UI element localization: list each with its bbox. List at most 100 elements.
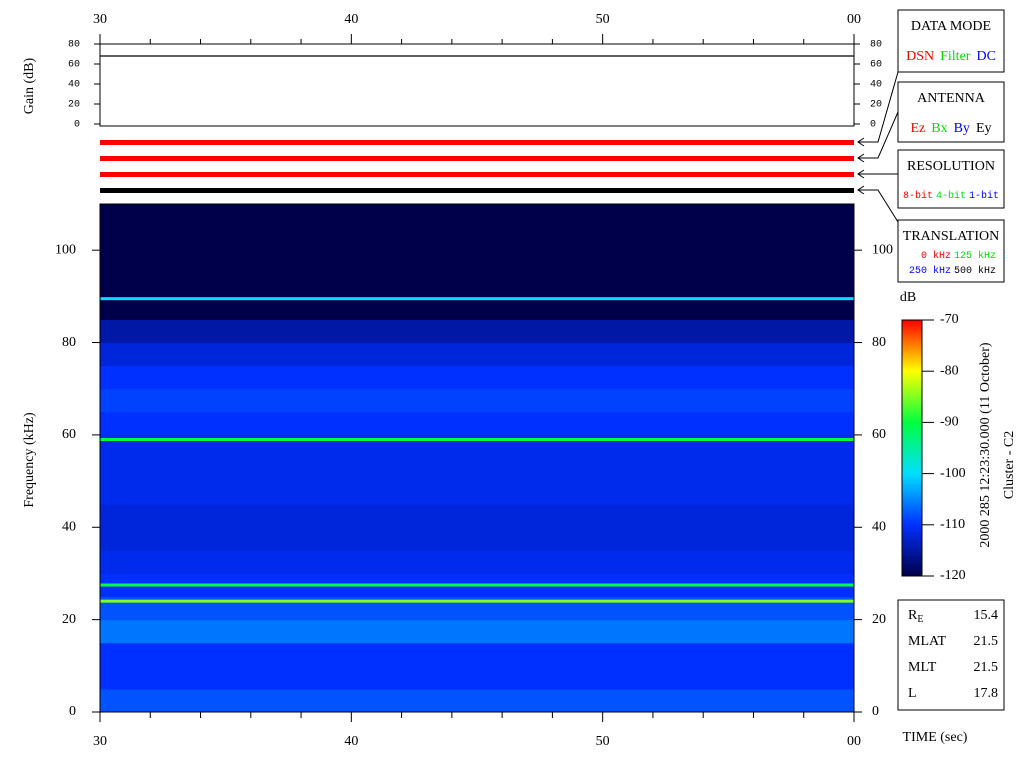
spectrogram-cell bbox=[100, 319, 854, 344]
tone-line bbox=[100, 438, 854, 442]
y-tick-label: 80 bbox=[62, 335, 76, 350]
side-annotation: Cluster - C2 bbox=[1002, 431, 1017, 499]
spectrogram-cell bbox=[100, 665, 854, 690]
x-tick-label: 00 bbox=[847, 12, 861, 27]
y-tick-label: 0 bbox=[69, 704, 76, 719]
spectrogram-cell bbox=[100, 619, 854, 644]
legend-item: By bbox=[954, 121, 970, 136]
legend-item: 0 kHz bbox=[921, 250, 951, 262]
legend-item: 4-bit bbox=[936, 190, 966, 202]
info-value: 15.4 bbox=[974, 608, 999, 623]
x-tick-label: 30 bbox=[93, 734, 107, 749]
info-label: L bbox=[908, 686, 917, 701]
spectrogram-cell bbox=[100, 642, 854, 667]
info-label-text: MLT bbox=[908, 660, 937, 675]
colorbar-tick-label: -100 bbox=[940, 466, 966, 481]
spectrogram-cell bbox=[100, 504, 854, 528]
y-tick-label: 100 bbox=[55, 242, 76, 257]
connector bbox=[858, 71, 899, 143]
legend-item: 250 kHz bbox=[909, 265, 951, 277]
info-label: MLAT bbox=[908, 634, 947, 649]
legend-item: Filter bbox=[940, 49, 971, 64]
x-tick-label: 50 bbox=[596, 12, 610, 27]
spectrogram-cell bbox=[100, 365, 854, 390]
y-tick-label: 100 bbox=[872, 242, 893, 257]
y-tick-label: 80 bbox=[68, 40, 80, 51]
legend-box bbox=[897, 9, 1005, 73]
info-label-text: L bbox=[908, 686, 917, 701]
colorbar-title: dB bbox=[900, 290, 916, 305]
y-axis-title: Frequency (kHz) bbox=[22, 412, 37, 508]
spectrogram-cell bbox=[100, 342, 854, 367]
legend-item: 125 kHz bbox=[954, 250, 996, 262]
colorbar-tick-label: -120 bbox=[940, 568, 966, 583]
arrowhead bbox=[857, 185, 865, 195]
side-annotation: 2000 285 12:23:30.000 (11 October) bbox=[978, 342, 993, 548]
legend-item: Ez bbox=[910, 121, 925, 136]
legend-row: 250 kHz 500 kHz bbox=[909, 265, 996, 277]
spectrogram-cell bbox=[100, 458, 854, 482]
status-bar bbox=[100, 156, 854, 161]
legend-title: TRANSLATION bbox=[903, 229, 999, 244]
arrowhead bbox=[857, 169, 865, 179]
y-tick-label: 80 bbox=[872, 335, 886, 350]
status-bar bbox=[100, 172, 854, 177]
tone-line bbox=[100, 583, 854, 587]
connector bbox=[858, 189, 899, 223]
legend-row: 8-bit 4-bit 1-bit bbox=[903, 190, 999, 202]
spectrogram-cell bbox=[100, 688, 854, 713]
arrowhead bbox=[857, 137, 865, 147]
info-label: MLT bbox=[908, 660, 937, 675]
spectrogram-cell bbox=[100, 204, 854, 228]
y-tick-label: 40 bbox=[872, 519, 886, 534]
connector bbox=[858, 111, 899, 159]
status-bar bbox=[100, 188, 854, 193]
y-tick-label: 20 bbox=[68, 100, 80, 111]
colorbar bbox=[901, 319, 923, 577]
y-tick-label: 40 bbox=[870, 80, 882, 91]
info-label: RE bbox=[908, 608, 923, 625]
arrowhead bbox=[857, 153, 865, 163]
legend-box bbox=[897, 149, 1005, 209]
legend-box bbox=[897, 81, 1005, 143]
legend-item: DSN bbox=[906, 49, 934, 64]
info-value: 21.5 bbox=[974, 634, 999, 649]
legend-item: 8-bit bbox=[903, 190, 933, 202]
x-tick-label: 50 bbox=[596, 734, 610, 749]
colorbar-tick-label: -70 bbox=[940, 312, 959, 327]
y-axis-title: Gain (dB) bbox=[22, 57, 37, 114]
colorbar-tick-label: -90 bbox=[940, 415, 959, 430]
legend-item: 1-bit bbox=[969, 190, 999, 202]
spectrogram-cell bbox=[100, 250, 854, 274]
gain-frame bbox=[99, 43, 855, 127]
spectrogram-cell bbox=[100, 527, 854, 551]
x-tick-label: 00 bbox=[847, 734, 861, 749]
y-tick-label: 60 bbox=[62, 427, 76, 442]
tone-line bbox=[100, 297, 854, 301]
spectrogram-cell bbox=[100, 388, 854, 413]
legend-item: Bx bbox=[931, 121, 947, 136]
x-tick-label: 40 bbox=[344, 734, 358, 749]
y-tick-label: 60 bbox=[68, 60, 80, 71]
status-bar bbox=[100, 140, 854, 145]
y-tick-label: 0 bbox=[74, 120, 80, 131]
info-value: 21.5 bbox=[974, 660, 999, 675]
y-tick-label: 80 bbox=[870, 40, 882, 51]
spectrogram-cell bbox=[100, 550, 854, 574]
y-tick-label: 40 bbox=[68, 80, 80, 91]
y-tick-label: 20 bbox=[870, 100, 882, 111]
spectrogram-cell bbox=[100, 481, 854, 505]
y-tick-label: 60 bbox=[870, 60, 882, 71]
y-tick-label: 20 bbox=[62, 612, 76, 627]
plot-frame bbox=[99, 203, 855, 713]
info-value: 17.8 bbox=[974, 686, 999, 701]
info-label-text: R bbox=[908, 608, 918, 623]
info-label-sub: E bbox=[917, 614, 923, 625]
legend-title: RESOLUTION bbox=[907, 159, 995, 174]
legend-row: 0 kHz 125 kHz bbox=[921, 250, 996, 262]
y-tick-label: 40 bbox=[62, 519, 76, 534]
tone-line bbox=[100, 599, 854, 603]
x-axis-title: TIME (sec) bbox=[903, 730, 968, 745]
colorbar-tick-label: -80 bbox=[940, 363, 959, 378]
